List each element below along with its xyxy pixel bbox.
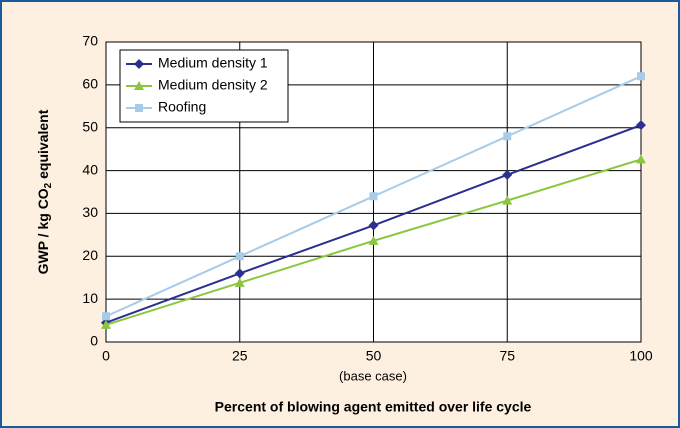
marker (234, 277, 245, 287)
marker (102, 312, 110, 321)
marker (134, 59, 144, 69)
x-axis-label: Percent of blowing agent emitted over li… (215, 399, 532, 415)
plot-border (105, 41, 642, 343)
y-tick-label: 70 (82, 33, 98, 49)
x-tick-label: 75 (499, 348, 515, 364)
x-tick-label: 0 (102, 348, 110, 364)
y-tick-label: 20 (82, 247, 98, 263)
annotation: (base case) (339, 368, 407, 383)
x-tick-label: 50 (366, 348, 382, 364)
y-tick-label: 50 (82, 118, 98, 134)
marker (369, 192, 378, 201)
marker (234, 268, 245, 279)
marker (636, 154, 646, 164)
legend-label: Medium density 1 (158, 55, 268, 71)
legend-label: Medium density 2 (158, 77, 268, 93)
marker (368, 235, 379, 245)
y-tick-label: 40 (82, 161, 98, 177)
marker (101, 319, 111, 329)
y-tick-label: 60 (82, 76, 98, 92)
marker (134, 81, 144, 90)
y-tick-label: 10 (82, 290, 98, 306)
marker (637, 72, 645, 81)
legend-label: Roofing (158, 99, 206, 115)
x-tick-label: 100 (629, 348, 653, 364)
x-tick-label: 25 (232, 348, 248, 364)
y-axis-label: GWP / kg CO2 equivalent (35, 109, 54, 274)
marker (502, 169, 513, 180)
marker (502, 195, 513, 205)
marker (503, 132, 512, 141)
marker (235, 252, 244, 261)
y-tick-label: 30 (82, 204, 98, 220)
y-tick-label: 0 (90, 333, 98, 349)
marker (636, 120, 646, 131)
marker (368, 220, 379, 231)
marker (135, 104, 143, 112)
